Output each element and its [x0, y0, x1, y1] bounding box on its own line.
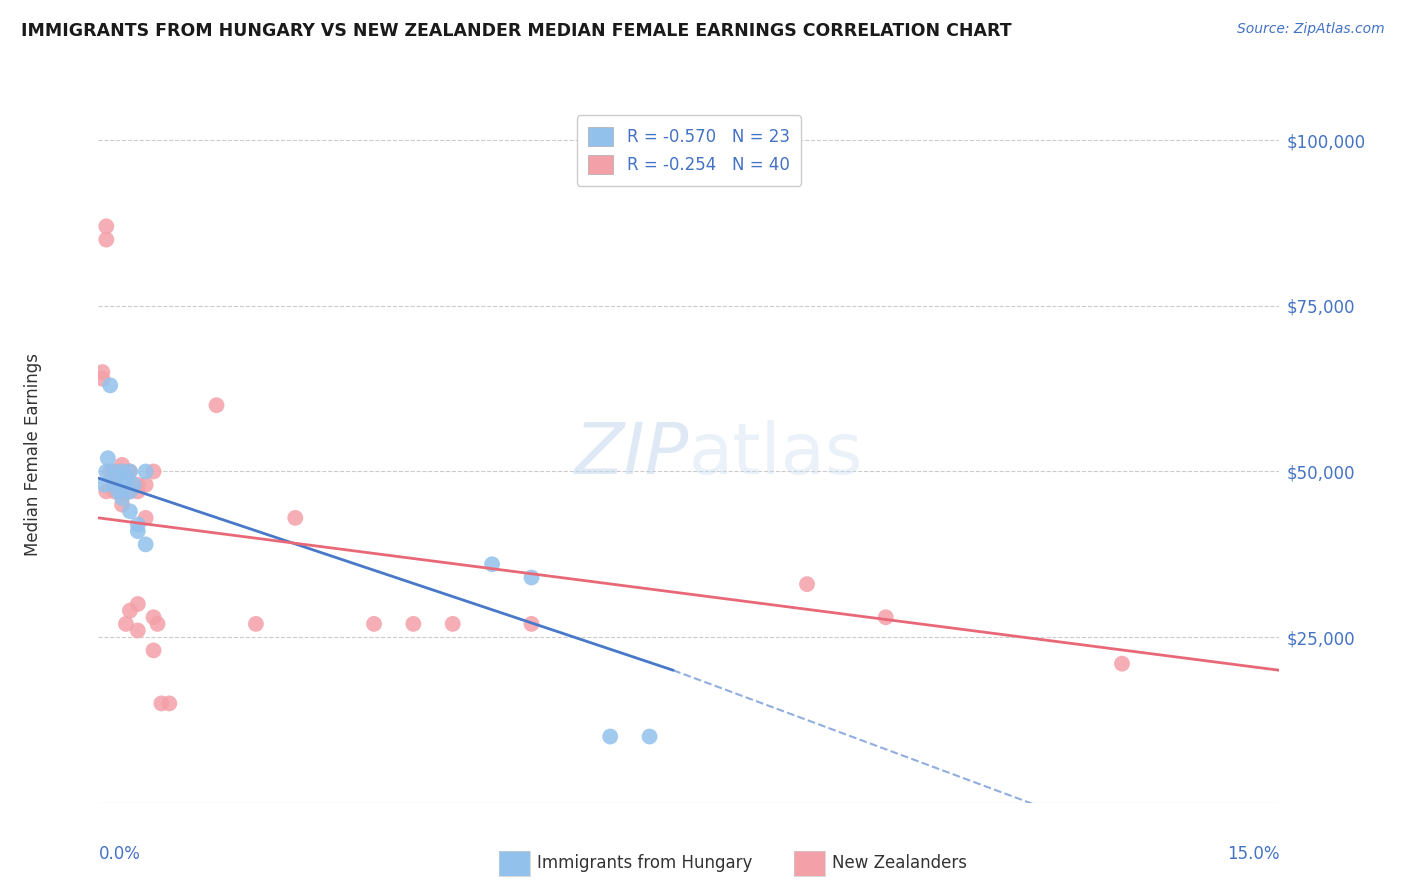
Point	[111, 477, 134, 491]
Point	[111, 498, 134, 512]
Point	[103, 477, 125, 491]
Text: atlas: atlas	[689, 420, 863, 490]
Point	[118, 484, 141, 499]
Point	[135, 477, 157, 491]
Point	[118, 604, 141, 618]
Point	[135, 537, 157, 551]
Point	[122, 477, 145, 491]
Point	[91, 372, 114, 386]
Point	[118, 484, 141, 499]
Point	[103, 465, 125, 479]
Text: New Zealanders: New Zealanders	[832, 855, 967, 872]
Point	[638, 730, 661, 744]
Point	[97, 451, 120, 466]
Point	[150, 697, 173, 711]
Point	[599, 730, 621, 744]
Text: Source: ZipAtlas.com: Source: ZipAtlas.com	[1237, 22, 1385, 37]
Point	[481, 558, 503, 572]
Point	[142, 465, 165, 479]
Point	[96, 484, 118, 499]
Point	[875, 610, 897, 624]
Point	[96, 465, 118, 479]
Point	[205, 398, 228, 412]
Point	[115, 616, 138, 631]
Point	[111, 484, 134, 499]
Point	[96, 219, 118, 234]
Point	[111, 491, 134, 505]
Point	[127, 484, 149, 499]
Point	[402, 616, 425, 631]
Point	[118, 465, 141, 479]
Point	[103, 484, 125, 499]
Point	[103, 477, 125, 491]
Point	[111, 465, 134, 479]
Point	[135, 465, 157, 479]
Point	[127, 524, 149, 538]
Point	[520, 570, 543, 584]
Point	[107, 465, 129, 479]
Point	[146, 616, 169, 631]
Text: Immigrants from Hungary: Immigrants from Hungary	[537, 855, 752, 872]
Point	[441, 616, 464, 631]
Text: ZIP: ZIP	[575, 420, 689, 490]
Point	[111, 458, 134, 472]
Point	[1111, 657, 1133, 671]
Point	[520, 616, 543, 631]
Point	[98, 465, 121, 479]
Point	[118, 465, 141, 479]
Point	[98, 378, 121, 392]
Point	[127, 477, 149, 491]
Point	[111, 465, 134, 479]
Point	[142, 643, 165, 657]
Text: IMMIGRANTS FROM HUNGARY VS NEW ZEALANDER MEDIAN FEMALE EARNINGS CORRELATION CHAR: IMMIGRANTS FROM HUNGARY VS NEW ZEALANDER…	[21, 22, 1012, 40]
Point	[127, 597, 149, 611]
Point	[107, 484, 129, 499]
Text: 0.0%: 0.0%	[98, 845, 141, 863]
Text: 15.0%: 15.0%	[1227, 845, 1279, 863]
Point	[284, 511, 307, 525]
Point	[135, 511, 157, 525]
Point	[103, 465, 125, 479]
Point	[91, 365, 114, 379]
Point	[118, 504, 141, 518]
Point	[127, 624, 149, 638]
Point	[142, 610, 165, 624]
Point	[363, 616, 385, 631]
Text: Median Female Earnings: Median Female Earnings	[24, 353, 42, 557]
Point	[96, 233, 118, 247]
Point	[115, 471, 138, 485]
Point	[157, 697, 180, 711]
Point	[127, 517, 149, 532]
Point	[93, 477, 115, 491]
Point	[796, 577, 818, 591]
Legend: R = -0.570   N = 23, R = -0.254   N = 40: R = -0.570 N = 23, R = -0.254 N = 40	[576, 115, 801, 186]
Point	[245, 616, 267, 631]
